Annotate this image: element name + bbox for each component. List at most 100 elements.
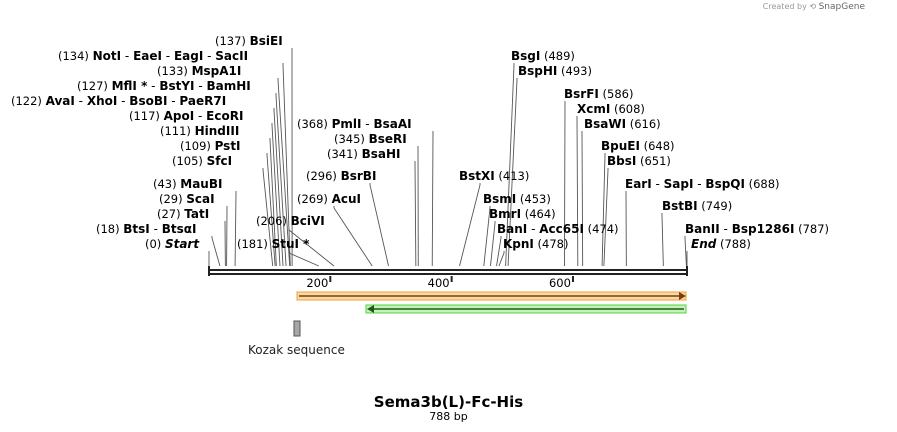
enzyme-label-maubi[interactable]: (43) MauBI [153, 177, 222, 191]
enzyme-position: (489) [540, 49, 575, 63]
enzyme-label-bsahi[interactable]: (341) BsaHI [327, 147, 401, 161]
enzyme-label-noti[interactable]: (134) NotI - EaeI - EagI - SacII [58, 49, 248, 63]
enzyme-name: BspHI [518, 64, 557, 78]
enzyme-label-bsmi[interactable]: BsmI (453) [483, 192, 551, 206]
enzyme-label-avai[interactable]: (122) AvaI - XhoI - BsoBI - PaeR7I [11, 94, 226, 108]
enzyme-name: BspQI [705, 177, 745, 191]
ruler: 200 400 600 [306, 276, 574, 290]
construct-title: Sema3b(L)-Fc-His [373, 393, 524, 411]
ruler-tick-label: 600 [549, 276, 571, 290]
arrow-left-icon [367, 305, 374, 313]
enzyme-label-bstxi[interactable]: BstXI (413) [459, 169, 529, 183]
enzyme-label-xcmi[interactable]: XcmI (608) [577, 102, 645, 116]
backbone-start-cap [208, 266, 210, 276]
cut-site-leader [288, 228, 335, 267]
credit-text: Created by [762, 2, 807, 11]
forward-feature-arrow[interactable] [296, 291, 687, 301]
enzyme-position: (586) [599, 87, 634, 101]
cut-site-leader [483, 206, 491, 267]
enzyme-label-sfci[interactable]: (105) SfcI [172, 154, 232, 168]
kozak-feature-box[interactable] [293, 320, 301, 337]
cut-site-leader [288, 251, 319, 267]
enzyme-label-scai[interactable]: (29) ScaI [159, 192, 215, 206]
enzyme-label-mspa1i[interactable]: (133) MspA1I [157, 64, 241, 78]
enzyme-name: BpuEI [601, 139, 640, 153]
enzyme-label-bsrbi[interactable]: (296) BsrBI [306, 169, 376, 183]
cut-site-leader [564, 101, 566, 267]
enzyme-label-btsi[interactable]: (18) BtsI - BtsαI [96, 222, 196, 236]
enzyme-label-eari[interactable]: EarI - SapI - BspQI (688) [625, 177, 780, 191]
enzyme-position: (788) [716, 237, 751, 251]
enzyme-position: (341) [327, 147, 362, 161]
ruler-tick-label: 400 [428, 276, 450, 290]
cut-site-leader [496, 236, 502, 267]
cut-site-leader [262, 168, 274, 267]
enzyme-position: (296) [306, 169, 341, 183]
enzyme-position: (345) [334, 132, 369, 146]
snapgene-credit: Created by ⟲ SnapGene [763, 2, 865, 12]
enzyme-label-bcivi[interactable]: (206) BciVI [256, 214, 325, 228]
cut-site-leader [282, 63, 291, 267]
enzyme-label-bsawi[interactable]: BsaWI (616) [584, 117, 661, 131]
enzyme-name: EaeI [133, 49, 162, 63]
enzyme-name: BtsI [123, 222, 150, 236]
enzyme-name: BanII [685, 222, 720, 236]
enzyme-label-start[interactable]: (0) Start [145, 237, 200, 251]
enzyme-position: (43) [153, 177, 180, 191]
enzyme-label-kpni[interactable]: KpnI (478) [503, 237, 569, 251]
enzyme-name: PaeR7I [179, 94, 226, 108]
construct-length: 788 bp [429, 410, 468, 423]
enzyme-label-stui[interactable]: (181) StuI * [237, 237, 310, 251]
enzyme-position: (648) [640, 139, 675, 153]
enzyme-separator: - [147, 79, 159, 93]
enzyme-position: (493) [557, 64, 592, 78]
enzyme-label-hindiii[interactable]: (111) HindIII [160, 124, 239, 138]
enzyme-name: MflI * [112, 79, 148, 93]
enzyme-position: (27) [157, 207, 184, 221]
enzyme-label-bsgi[interactable]: BsgI (489) [511, 49, 575, 63]
enzyme-label-psti[interactable]: (109) PstI [180, 139, 241, 153]
enzyme-separator: - [167, 94, 179, 108]
enzyme-position: (269) [297, 192, 332, 206]
enzyme-name: SacII [215, 49, 248, 63]
enzyme-name: BstBI [662, 199, 698, 213]
cut-site-leader [211, 236, 221, 267]
enzyme-position: (453) [516, 192, 551, 206]
enzyme-label-bsrfi[interactable]: BsrFI (586) [564, 87, 633, 101]
enzyme-position: (29) [159, 192, 186, 206]
enzyme-position: (133) [157, 64, 192, 78]
enzyme-name: TatI [184, 207, 209, 221]
enzyme-position: (109) [180, 139, 215, 153]
enzyme-label-bsiei[interactable]: (137) BsiEI [215, 34, 283, 48]
enzyme-label-bmri[interactable]: BmrI (464) [489, 207, 556, 221]
enzyme-label-bani[interactable]: BanI - Acc65I (474) [497, 222, 619, 236]
enzyme-name: BsoBI [129, 94, 167, 108]
enzyme-label-bstbi[interactable]: BstBI (749) [662, 199, 732, 213]
enzyme-label-end[interactable]: End (788) [691, 237, 751, 251]
enzyme-label-acui[interactable]: (269) AcuI [297, 192, 361, 206]
enzyme-label-bsphi[interactable]: BspHI (493) [518, 64, 592, 78]
enzyme-name: HindIII [195, 124, 240, 138]
enzyme-label-pmli[interactable]: (368) PmlI - BsaAI [297, 117, 412, 131]
enzyme-label-tati[interactable]: (27) TatI [157, 207, 209, 221]
cut-site-leader [271, 123, 281, 267]
credit-brand: SnapGene [818, 2, 865, 12]
reverse-feature-arrow[interactable] [365, 304, 687, 314]
enzyme-position: (749) [698, 199, 733, 213]
enzyme-label-bseri[interactable]: (345) BseRI [334, 132, 407, 146]
enzyme-name: ApoI [164, 109, 195, 123]
enzyme-name: PmlI [332, 117, 362, 131]
enzyme-label-banii[interactable]: BanII - Bsp1286I (787) [685, 222, 829, 236]
cut-site-leader [603, 168, 609, 267]
enzyme-label-mfli[interactable]: (127) MflI * - BstYI - BamHI [77, 79, 251, 93]
enzyme-name: Start [165, 237, 200, 251]
enzyme-separator: - [121, 49, 133, 63]
enzyme-label-apoi[interactable]: (117) ApoI - EcoRI [129, 109, 243, 123]
enzyme-label-bbsi[interactable]: BbsI (651) [607, 154, 671, 168]
enzyme-name: EarI [625, 177, 652, 191]
enzyme-separator: - [652, 177, 664, 191]
enzyme-name: StuI * [272, 237, 311, 251]
enzyme-label-bpuei[interactable]: BpuEI (648) [601, 139, 675, 153]
enzyme-position: (181) [237, 237, 272, 251]
cut-site-leader [369, 183, 389, 267]
